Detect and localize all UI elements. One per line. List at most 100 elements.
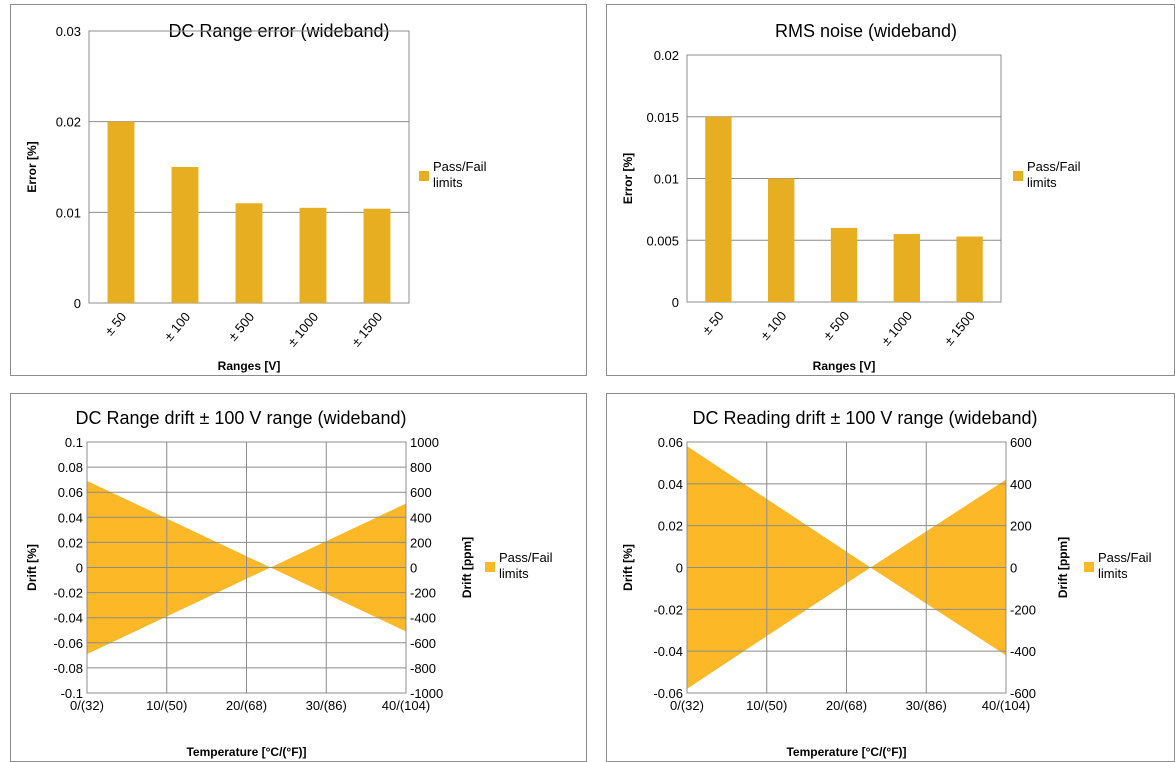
bar [171,167,199,303]
x-tick-label: 10/(50) [146,698,187,713]
chart-title: RMS noise (wideband) [775,21,957,41]
x-tick-label: ± 1000 [284,309,321,349]
chart-panel-dc-range-error: DC Range error (wideband) 0 0.01 0.02 0.03 ± … [10,4,587,376]
y2-tick-label: 600 [410,485,432,500]
y2-tick-label: 400 [1010,477,1032,492]
bar [235,203,263,303]
y2-tick-label: -400 [410,611,436,626]
chart-panel-dc-reading-drift: DC Reading drift ± 100 V range (wideband… [606,393,1175,762]
y-tick-label: 0 [76,561,83,576]
x-axis-label: Temperature [°C/(°F)] [186,745,306,759]
legend-swatch [1013,171,1023,181]
y2-tick-label: 200 [1010,519,1032,534]
y2-tick-label: 1000 [410,435,439,450]
x-tick-label: 10/(50) [746,698,787,713]
y-tick-label: -0.02 [53,586,83,601]
bar [956,236,983,302]
x-tick-label: ± 100 [757,308,789,342]
y-tick-label: 0.005 [646,233,679,248]
y-tick-label: -0.02 [653,602,683,617]
y-tick-label: 0.02 [56,115,81,130]
y-tick-label: 0.06 [658,435,683,450]
y-tick-label: 0.1 [65,435,83,450]
y2-axis-label: Drift [ppm] [460,537,474,598]
legend-swatch [419,171,429,181]
chart-panel-rms-noise: RMS noise (wideband) 0 0.005 0.01 0.015 0.02 ±… [606,4,1175,376]
y-tick-label: 0.03 [56,24,81,39]
y-tick-label: 0.06 [58,485,83,500]
legend-swatch [1084,562,1094,572]
x-tick-label: ± 50 [102,309,130,338]
legend-label: limits [433,175,463,190]
y2-tick-label: -200 [1010,602,1036,617]
x-tick-label: ± 1000 [878,308,915,348]
legend-label: limits [1098,566,1128,581]
y2-tick-label: 200 [410,535,432,550]
x-tick-label: 20/(68) [826,698,867,713]
y2-tick-label: 600 [1010,435,1032,450]
y-axis-label: Drift [%] [621,544,635,591]
legend-label: limits [499,566,529,581]
chart-title: DC Range drift ± 100 V range (wideband) [75,408,406,428]
bar [768,178,795,302]
y-tick-label: 0.02 [58,535,83,550]
x-tick-label: 30/(86) [906,698,947,713]
legend-label: Pass/Fail [1027,159,1081,174]
y2-tick-label: 0 [1010,561,1017,576]
y2-tick-label: -600 [1010,686,1036,701]
y2-tick-label: -600 [410,636,436,651]
chart-dc-range-drift: DC Range drift ± 100 V range (wideband) -… [25,408,553,759]
y-tick-label: 0.08 [58,460,83,475]
legend-label: limits [1027,175,1057,190]
bar [107,121,135,304]
y-axis-label: Error [%] [621,153,635,204]
bar [363,208,391,303]
y-tick-label: -0.08 [53,661,83,676]
chart-title: DC Reading drift ± 100 V range (wideband… [692,408,1037,428]
x-tick-label: 30/(86) [306,698,347,713]
y-tick-label: 0.02 [654,48,679,63]
x-axis-label: Ranges [V] [813,359,876,373]
y-tick-label: -0.06 [653,686,683,701]
chart-panel-dc-range-drift: DC Range drift ± 100 V range (wideband) -… [10,393,587,762]
y2-tick-label: -800 [410,661,436,676]
bar [299,207,327,303]
y2-tick-label: -1000 [410,686,443,701]
x-tick-label: ± 500 [225,309,257,343]
y-tick-label: 0.04 [58,510,83,525]
chart-dc-range-error: DC Range error (wideband)00.010.020.03± … [25,21,487,373]
y-tick-label: -0.06 [53,636,83,651]
y-tick-label: 0.04 [658,477,683,492]
x-tick-label: ± 1500 [941,308,978,348]
x-axis-label: Ranges [V] [218,359,281,373]
x-tick-label: ± 1500 [348,309,385,349]
x-tick-label: 40/(104) [382,698,430,713]
bar [705,116,732,302]
y-tick-label: 0 [672,295,679,310]
y-tick-label: 0.01 [56,205,81,220]
bar [893,234,920,302]
legend-label: Pass/Fail [499,550,553,565]
x-tick-label: 20/(68) [226,698,267,713]
legend-label: Pass/Fail [433,159,487,174]
legend-label: Pass/Fail [1098,550,1152,565]
chart-dc-reading-drift: DC Reading drift ± 100 V range (wideband… [621,408,1152,759]
x-tick-label: ± 100 [161,309,193,343]
x-tick-label: ± 500 [820,308,852,342]
y-tick-label: 0 [676,561,683,576]
y-tick-label: -0.04 [653,644,683,659]
y-axis-label: Error [%] [25,141,39,192]
x-tick-label: 0/(32) [70,698,104,713]
y2-axis-label: Drift [ppm] [1056,537,1070,598]
y2-tick-label: -400 [1010,644,1036,659]
bar [830,227,858,302]
y-tick-label: 0.015 [646,110,679,125]
y-tick-label: 0.02 [658,519,683,534]
plot-area [86,441,407,694]
y-axis-label: Drift [%] [25,544,39,591]
plot-area [686,441,1007,694]
x-axis-label: Temperature [°C/(°F)] [786,745,906,759]
y-tick-label: 0.01 [654,172,679,187]
legend-swatch [485,562,495,572]
y2-tick-label: -200 [410,586,436,601]
